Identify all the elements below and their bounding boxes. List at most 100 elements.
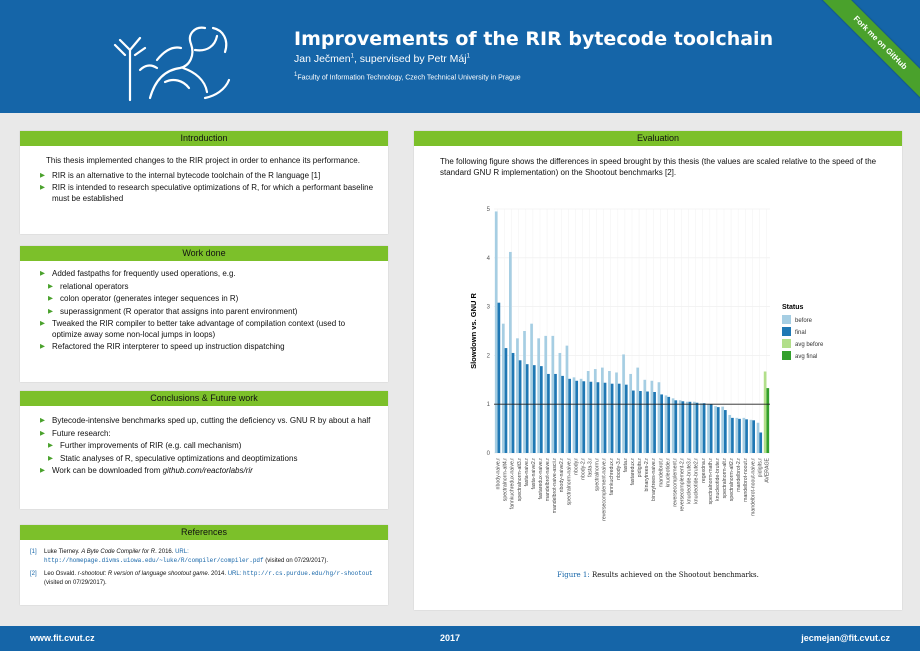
introduction-panel: Introduction This thesis implemented cha… (20, 131, 388, 234)
bar-before (523, 331, 526, 453)
reference-number: [2] (30, 571, 37, 577)
bar-before (650, 380, 654, 453)
x-tick-label: fasta.r (623, 458, 629, 473)
bar-final (759, 432, 763, 453)
authors: Jan Ječmen1, supervised by Petr Máj1 (294, 53, 470, 65)
author-sup: 1 (350, 53, 354, 60)
bar-final (518, 360, 522, 453)
x-tick-label: pidigits.r (757, 458, 763, 478)
caption-label: Figure 1: (557, 571, 590, 579)
bar-before (530, 323, 533, 453)
bar-final (497, 302, 501, 453)
list-item: RIR is intended to research speculative … (40, 183, 376, 204)
x-tick-label: AVERAGE (764, 457, 770, 482)
bar-final (688, 401, 692, 453)
x-tick-label: knucleotide.r (665, 458, 671, 488)
reference-url[interactable]: http://r.cs.purdue.edu/hg/r-shootout (243, 570, 373, 577)
list-subitem: relational operators (48, 282, 376, 293)
bar-before (593, 369, 597, 453)
x-tick-label: mandelbrot-2.r (736, 458, 742, 492)
bar-before (501, 323, 505, 453)
bar-final (561, 375, 564, 453)
bar-before (494, 211, 498, 453)
legend-label: before (795, 318, 813, 324)
bar-before (565, 345, 569, 453)
x-tick-label: fastaredux.r (630, 458, 636, 486)
bar-final (674, 400, 678, 453)
list-subitem: superassignment (R operator that assigns… (48, 307, 376, 318)
footer: www.fit.cvut.cz 2017 jecmejan@fit.cvut.c… (0, 626, 920, 651)
header: Improvements of the RIR bytecode toolcha… (0, 0, 920, 114)
references-title: References (20, 525, 388, 540)
bar-final (731, 417, 734, 453)
x-tick-label: mandelbrot-naive.r (545, 458, 551, 502)
reference-item: [1] Luke Tierney. A Byte Code Compiler f… (30, 548, 376, 565)
bar-final (660, 394, 663, 453)
x-tick-label: spectralnorm-naive.r (566, 458, 572, 506)
bar-final (716, 407, 720, 453)
y-axis-label: Slowdown vs. GNU R (469, 292, 478, 368)
list-item: Added fastpaths for frequently used oper… (40, 269, 376, 280)
x-tick-label: spectralnorm.r (595, 458, 601, 491)
bar-final (639, 391, 642, 453)
supervisor-sup: 1 (466, 53, 470, 60)
bar-before (544, 335, 548, 453)
bar-final (624, 384, 628, 453)
affiliation: 1Faculty of Information Technology, Czec… (294, 72, 521, 81)
bar-before (622, 354, 625, 453)
footer-website[interactable]: www.fit.cvut.cz (30, 633, 95, 643)
bar-before (551, 335, 555, 453)
x-tick-label: spectralnorm-alt.r (722, 458, 728, 499)
bar-before (537, 338, 540, 453)
x-tick-label: fastaredux-naive.r (538, 458, 544, 500)
bar-before (558, 352, 562, 453)
bar-before (657, 382, 661, 453)
caption-text: Results achieved on the Shootout benchma… (589, 571, 759, 579)
list-item: Tweaked the RIR compiler to better take … (40, 319, 376, 340)
bar-final (667, 396, 671, 453)
bar-before (608, 371, 611, 453)
author-name: Jan Ječmen (294, 53, 351, 65)
bar-final (653, 392, 656, 453)
y-tick-label: 4 (487, 256, 491, 262)
github-link[interactable]: github.com/reactorlabs/rir (162, 466, 253, 475)
x-tick-label: knucleotide-brute2.r (694, 458, 700, 504)
bar-before (516, 338, 519, 453)
bar-before (664, 395, 668, 453)
bar-before (643, 379, 647, 453)
x-tick-label: pidigits.r (637, 458, 643, 478)
bar-final (738, 418, 741, 453)
footer-year: 2017 (440, 633, 461, 643)
x-tick-label: regexdna.r (701, 458, 707, 483)
reference-item: [2] Leo Osvald. r-shootout: R version of… (30, 570, 376, 587)
bar-before (685, 401, 689, 453)
fork-me-ribbon[interactable]: Fork me on GitHub (809, 0, 920, 114)
reference-url-label: URL: (227, 571, 244, 577)
legend-swatch (782, 339, 791, 348)
legend-swatch (782, 327, 791, 336)
affiliation-text: Faculty of Information Technology, Czech… (297, 74, 521, 82)
bar-final (603, 382, 607, 453)
reference-number: [1] (30, 549, 37, 555)
legend-label: avg before (795, 342, 824, 348)
introduction-lead: This thesis implemented changes to the R… (46, 156, 360, 165)
bar-final (632, 390, 635, 453)
bar-before (721, 406, 724, 453)
y-tick-label: 3 (487, 305, 491, 311)
bar-final (547, 373, 550, 453)
bar-before (700, 403, 703, 453)
bar-final (709, 404, 713, 453)
y-tick-label: 2 (487, 353, 491, 359)
x-tick-label: fasta-naive.r (524, 458, 530, 487)
affiliation-sup: 1 (294, 72, 298, 78)
reference-url[interactable]: http://homepage.divms.uiowa.edu/~luke/R/… (44, 556, 264, 564)
bar-before (693, 401, 696, 453)
footer-email[interactable]: jecmejan@fit.cvut.cz (801, 633, 890, 643)
bar-final (695, 402, 699, 453)
bar-before (742, 417, 746, 453)
bar-final (575, 380, 579, 453)
x-tick-label: fasta-3.r (588, 458, 594, 477)
reference-visited: (visited on 07/29/2017). (44, 579, 107, 586)
bar-before (586, 371, 590, 453)
